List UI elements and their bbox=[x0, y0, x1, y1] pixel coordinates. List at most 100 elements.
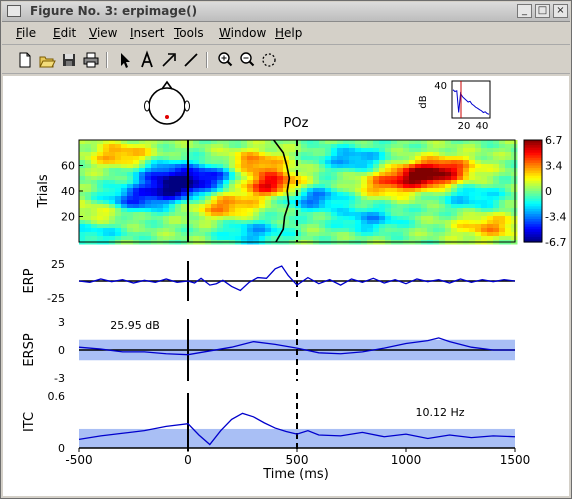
heatmap-cell bbox=[415, 196, 422, 201]
menu-tools[interactable]: Tools bbox=[174, 26, 204, 40]
window-icon[interactable] bbox=[7, 5, 21, 17]
heatmap-cell bbox=[283, 200, 290, 205]
heatmap-cell bbox=[253, 152, 260, 157]
new-file-icon[interactable] bbox=[15, 50, 35, 70]
heatmap-cell bbox=[307, 160, 314, 165]
heatmap-cell bbox=[253, 216, 260, 221]
heatmap-cell bbox=[397, 204, 404, 209]
heatmap-cell bbox=[439, 216, 446, 221]
heatmap-cell bbox=[493, 228, 500, 233]
heatmap-cell bbox=[409, 196, 416, 201]
menu-window[interactable]: Window bbox=[219, 26, 267, 40]
heatmap-cell bbox=[457, 188, 464, 193]
heatmap-cell bbox=[475, 224, 482, 229]
heatmap-cell bbox=[463, 208, 470, 213]
select-arrow-icon[interactable] bbox=[115, 50, 135, 70]
heatmap-cell bbox=[415, 236, 422, 241]
heatmap-cell bbox=[511, 212, 518, 217]
heatmap-cell bbox=[211, 200, 218, 205]
heatmap-cell bbox=[343, 204, 350, 209]
heatmap-cell bbox=[265, 208, 272, 213]
zoom-out-icon[interactable] bbox=[237, 50, 257, 70]
heatmap-cell bbox=[265, 220, 272, 225]
heatmap-cell bbox=[115, 184, 122, 189]
heatmap-cell bbox=[175, 176, 182, 181]
heatmap-cell bbox=[325, 148, 332, 153]
colorbar-cell bbox=[524, 224, 542, 228]
heatmap-cell bbox=[283, 156, 290, 161]
figure-canvas[interactable]: 20 40 60 Trials POz 6.7 3.4 0 -3.4 -6.7 40 dB 20 40 25… bbox=[3, 76, 569, 496]
heatmap-cell bbox=[445, 168, 452, 173]
heatmap-cell bbox=[85, 188, 92, 193]
heatmap-cell bbox=[217, 220, 224, 225]
zoom-in-icon[interactable] bbox=[215, 50, 235, 70]
heatmap-cell bbox=[121, 200, 128, 205]
minimize-button[interactable]: _ bbox=[517, 4, 532, 18]
heatmap-cell bbox=[301, 172, 308, 177]
heatmap-cell bbox=[259, 236, 266, 241]
heatmap-cell bbox=[115, 148, 122, 153]
heatmap-cell bbox=[97, 188, 104, 193]
heatmap-cell bbox=[301, 188, 308, 193]
menu-help[interactable]: Help bbox=[275, 26, 303, 40]
print-icon[interactable] bbox=[81, 50, 101, 70]
menu-view[interactable]: View bbox=[89, 26, 118, 40]
open-folder-icon[interactable] bbox=[37, 50, 57, 70]
maximize-button[interactable]: □ bbox=[535, 4, 550, 18]
heatmap-cell bbox=[487, 236, 494, 241]
heatmap-cell bbox=[109, 220, 116, 225]
heatmap-cell bbox=[403, 184, 410, 189]
insert-line-icon[interactable] bbox=[181, 50, 201, 70]
rotate-icon[interactable] bbox=[259, 50, 279, 70]
heatmap-cell bbox=[511, 164, 518, 169]
heatmap-cell bbox=[373, 224, 380, 229]
heatmap-cell bbox=[133, 164, 140, 169]
heatmap-cell bbox=[145, 148, 152, 153]
heatmap-cell bbox=[181, 200, 188, 205]
heatmap-cell bbox=[475, 148, 482, 153]
menu-edit[interactable]: Edit bbox=[53, 26, 77, 40]
heatmap-cell bbox=[187, 172, 194, 177]
heatmap-cell bbox=[79, 208, 86, 213]
heatmap-cell bbox=[127, 224, 134, 229]
heatmap-cell bbox=[463, 216, 470, 221]
heatmap-cell bbox=[295, 204, 302, 209]
heatmap-cell bbox=[175, 236, 182, 241]
heatmap-cell bbox=[259, 180, 266, 185]
menu-insert[interactable]: Insert bbox=[130, 26, 165, 40]
heatmap-cell bbox=[289, 228, 296, 233]
heatmap-cell bbox=[265, 164, 272, 169]
heatmap-cell bbox=[421, 184, 428, 189]
heatmap-cell bbox=[379, 232, 386, 237]
heatmap-cell bbox=[295, 168, 302, 173]
heatmap-cell bbox=[133, 196, 140, 201]
heatmap-cell bbox=[247, 232, 254, 237]
close-button[interactable]: × bbox=[553, 4, 568, 18]
heatmap-cell bbox=[427, 172, 434, 177]
heatmap-cell bbox=[109, 144, 116, 149]
heatmap-cell bbox=[451, 200, 458, 205]
heatmap-cell bbox=[79, 200, 86, 205]
heatmap-cell bbox=[487, 224, 494, 229]
heatmap-cell bbox=[487, 156, 494, 161]
heatmap-cell bbox=[241, 236, 248, 241]
menu-file[interactable]: File bbox=[16, 26, 37, 40]
insert-arrow-icon[interactable] bbox=[159, 50, 179, 70]
heatmap-cell bbox=[97, 196, 104, 201]
heatmap-cell bbox=[289, 200, 296, 205]
heatmap-cell bbox=[373, 200, 380, 205]
heatmap-cell bbox=[205, 164, 212, 169]
heatmap-cell bbox=[193, 140, 200, 145]
insert-text-icon[interactable] bbox=[137, 50, 157, 70]
heatmap-cell bbox=[505, 224, 512, 229]
heatmap-cell bbox=[373, 184, 380, 189]
save-icon[interactable] bbox=[59, 50, 79, 70]
heatmap-cell bbox=[229, 212, 236, 217]
heatmap-cell bbox=[217, 188, 224, 193]
heatmap-cell bbox=[97, 208, 104, 213]
heatmap-cell bbox=[445, 160, 452, 165]
heatmap-cell bbox=[307, 212, 314, 217]
title-bar[interactable]: Figure No. 3: erpimage() _ □ × bbox=[2, 2, 570, 22]
heatmap-cell bbox=[343, 216, 350, 221]
heatmap-cell bbox=[91, 188, 98, 193]
